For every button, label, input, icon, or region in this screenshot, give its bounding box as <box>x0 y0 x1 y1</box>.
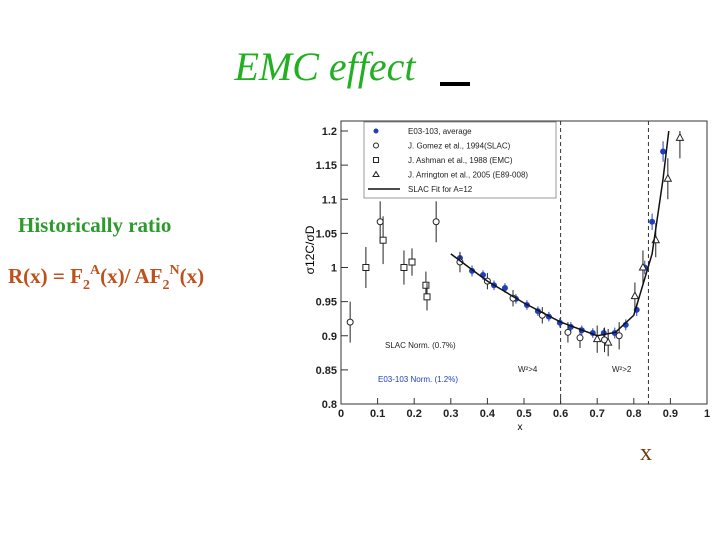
legend-marker <box>373 142 379 149</box>
point <box>379 236 387 244</box>
annotation: E03-103 Norm. (1.2%) <box>378 375 458 384</box>
formula-part: (x)/ AF <box>100 264 162 288</box>
x-caption: x <box>640 440 652 466</box>
x-tick-label: 0.7 <box>590 408 605 420</box>
x-tick-label: 0.3 <box>443 408 458 420</box>
annotation: W²>4 <box>518 365 538 374</box>
point <box>615 332 623 340</box>
point <box>346 318 354 326</box>
x-tick-label: 0.2 <box>407 408 422 420</box>
legend-box <box>363 121 557 199</box>
point <box>408 258 416 266</box>
x-tick-label: 0.6 <box>553 408 568 420</box>
point <box>423 293 431 301</box>
formula-part: (x) <box>180 264 205 288</box>
point <box>663 173 673 182</box>
y-tick-label: 1 <box>331 263 337 275</box>
legend-marker <box>373 157 379 163</box>
plot-area <box>346 131 685 357</box>
formula-sup: N <box>169 263 179 278</box>
point <box>630 291 640 300</box>
point <box>638 262 648 271</box>
point <box>400 264 408 271</box>
title-underline <box>440 82 470 86</box>
x-tick-label: 0.8 <box>626 408 641 420</box>
y-tick-label: 0.8 <box>322 399 337 411</box>
x-tick-label: 0 <box>338 408 344 420</box>
point <box>660 148 667 155</box>
point <box>422 281 430 289</box>
y-axis-label: σ12C/σD <box>303 225 317 274</box>
legend-label: E03-103, average <box>408 127 472 136</box>
legend-label: J. Arrington et al., 2005 (E89-008) <box>408 171 528 180</box>
legend-label: SLAC Fit for A=12 <box>408 185 473 194</box>
formula: R(x) = F2A(x)/ AF2N(x) <box>8 263 204 293</box>
x-tick-label: 0.5 <box>516 408 531 420</box>
point <box>649 218 656 225</box>
x-tick-label: 0.9 <box>663 408 678 420</box>
legend-marker <box>372 170 380 177</box>
legend-label: J. Gomez et al., 1994(SLAC) <box>408 142 511 151</box>
point <box>576 334 584 342</box>
point <box>564 328 572 336</box>
y-tick-label: 1.1 <box>322 194 337 206</box>
point <box>376 218 384 226</box>
point <box>432 218 440 226</box>
y-tick-label: 1.15 <box>316 160 337 172</box>
y-tick-label: 0.9 <box>322 331 337 343</box>
formula-part: R(x) = F <box>8 264 83 288</box>
legend-label: J. Ashman et al., 1988 (EMC) <box>408 156 513 165</box>
point <box>362 264 370 271</box>
point <box>501 284 508 291</box>
subtitle: Historically ratio <box>18 213 171 237</box>
y-tick-label: 0.85 <box>316 365 337 377</box>
point <box>592 334 602 343</box>
x-tick-label: 1 <box>704 408 710 420</box>
chart: 0 0.1 0.2 0.3 0.4 0.5 0.6 0.7 0.8 0.9 1 0.8 0.85 0.9 0… <box>300 100 715 440</box>
point <box>603 337 613 346</box>
y-tick-label: 1.05 <box>316 228 337 240</box>
y-tick-label: 0.95 <box>316 297 337 309</box>
formula-sub: 2 <box>162 278 169 293</box>
fit-line <box>450 131 670 337</box>
annotation: SLAC Norm. (0.7%) <box>385 341 456 350</box>
x-axis-label: x <box>518 422 523 433</box>
y-tick-label: 1.2 <box>322 126 337 138</box>
point <box>675 132 685 141</box>
x-tick-label: 0.4 <box>480 408 496 420</box>
x-tick-label: 0.1 <box>370 408 385 420</box>
slide-title: EMC effect <box>233 44 416 89</box>
legend-marker <box>373 128 379 134</box>
formula-sup: A <box>90 263 101 278</box>
annotation: W²>2 <box>612 365 632 374</box>
formula-sub: 2 <box>83 278 90 293</box>
